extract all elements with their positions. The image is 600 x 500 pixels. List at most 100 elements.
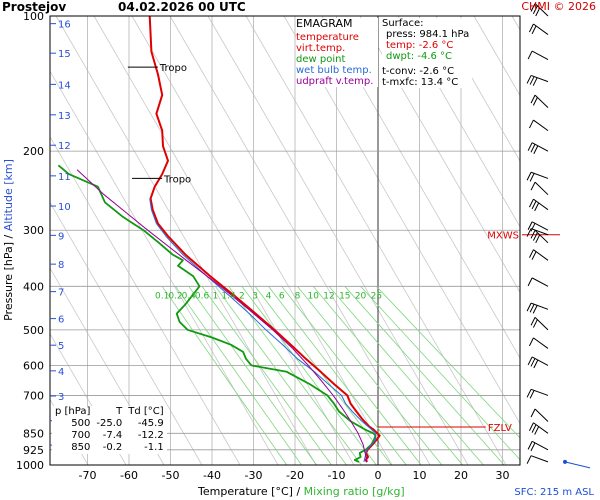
wind-barb xyxy=(527,50,549,60)
cell-td: -12.2 xyxy=(137,430,164,441)
wind-barb-feather xyxy=(528,198,534,208)
wind-barb-staff xyxy=(531,142,549,152)
wind-barb-feather xyxy=(530,358,536,367)
wind-barb xyxy=(526,455,549,464)
altitude-tick-label: 12 xyxy=(58,141,71,152)
table-row: 500 -25.0 -45.9 xyxy=(52,418,167,430)
dry-adiabat xyxy=(55,16,317,465)
pressure-tick-label: 850 xyxy=(23,427,44,440)
pressure-tick-label: 400 xyxy=(23,280,44,293)
surface-wind-dot xyxy=(563,459,567,464)
table-row: 700 -7.4 -12.2 xyxy=(52,430,167,442)
wind-barb-feather xyxy=(526,75,532,84)
wind-barb-feather xyxy=(532,97,538,106)
dry-adiabat xyxy=(207,16,469,465)
wind-barb-feather xyxy=(535,7,541,17)
wind-barb-feather xyxy=(528,119,534,129)
wind-barb-feather xyxy=(527,221,533,231)
wind-barb xyxy=(527,440,549,452)
wind-barb-staff xyxy=(534,3,549,17)
mixing-ratio-label: 25 xyxy=(371,291,382,301)
wind-barb-feather xyxy=(529,76,535,85)
altitude-tick-label: 4 xyxy=(58,367,64,378)
wind-barb xyxy=(526,388,549,399)
mixing-ratio-line xyxy=(201,286,332,465)
wind-barb-staff xyxy=(534,408,549,422)
altitude-tick-label: 10 xyxy=(58,202,71,213)
wind-barb xyxy=(528,249,549,261)
mixing-ratio-label: 8 xyxy=(295,291,301,301)
wind-barb-staff xyxy=(534,316,549,331)
wind-barb xyxy=(527,142,549,154)
wind-barb-feather xyxy=(532,305,538,314)
wind-barb xyxy=(527,221,549,232)
wind-barb-staff xyxy=(530,455,549,463)
tropopause-label: Tropo xyxy=(163,174,191,185)
wind-barb xyxy=(528,198,549,212)
x-tick-label: -40 xyxy=(203,469,221,482)
wind-barb-feather xyxy=(532,77,538,86)
surface-tmxfc: t-mxfc: 13.4 °C xyxy=(382,77,459,88)
plot-frame xyxy=(49,15,521,466)
mixing-ratio-label: 4 xyxy=(266,291,272,301)
mixing-ratio-line xyxy=(312,286,463,465)
dry-adiabat xyxy=(511,16,520,31)
altitude-tick-label: 9 xyxy=(58,231,64,242)
pressure-tick-label: 300 xyxy=(23,224,44,237)
wind-barb xyxy=(528,422,549,435)
wind-barb-feather xyxy=(530,181,536,191)
dry-adiabat xyxy=(397,16,520,228)
wind-barb-feather xyxy=(527,441,533,450)
mixing-ratio-line xyxy=(376,286,520,439)
mixing-ratio-label: 6 xyxy=(279,291,285,301)
y-axis-label: Pressure [hPa] / Altitude [km] xyxy=(2,159,15,321)
wind-barb xyxy=(530,229,549,244)
altitude-tick-label: 14 xyxy=(58,80,71,91)
surface-wind-line xyxy=(564,461,591,469)
wind-barb-feather xyxy=(529,173,535,182)
profile-series xyxy=(57,16,381,463)
dry-adiabat xyxy=(50,267,165,465)
wind-barb xyxy=(526,171,549,182)
wind-barb-feather xyxy=(533,145,539,154)
wind-barb-feather xyxy=(528,422,534,431)
x-axis-mixing-label: Mixing ratio [g/kg] xyxy=(303,485,405,498)
surface-title: Surface: xyxy=(382,18,424,29)
wind-barb-feather xyxy=(526,302,532,312)
pressure-tick-label: 700 xyxy=(23,389,44,402)
wind-barb xyxy=(528,337,549,349)
series-line-udpraft-v-temp- xyxy=(76,169,368,463)
wind-barb-staff xyxy=(531,440,549,451)
wind-barb-staff xyxy=(534,181,549,196)
x-axis-sep: / xyxy=(296,485,301,498)
altitude-tick-label: 7 xyxy=(58,288,64,299)
wind-barb-feather xyxy=(527,356,533,366)
wind-barb xyxy=(530,316,549,331)
altitude-tick-label: 3 xyxy=(58,392,64,403)
altitude-tick-label: 13 xyxy=(58,111,71,122)
wind-barb-feather xyxy=(534,202,540,212)
wind-barb xyxy=(528,23,549,35)
wind-barb-feather xyxy=(530,442,536,452)
wind-barb-feather xyxy=(530,144,536,153)
tropopause-label: Tropo xyxy=(159,63,187,74)
mixing-ratio-label: 3 xyxy=(252,291,258,301)
wind-barb-feather xyxy=(529,304,535,313)
altitude-tick-label: 11 xyxy=(58,172,71,183)
cell-p: 500 xyxy=(71,418,91,429)
x-tick-label: 30 xyxy=(496,469,510,482)
x-tick-label: 0 xyxy=(375,469,382,482)
wind-barb-feather xyxy=(530,223,536,232)
mixing-ratio-line xyxy=(254,286,392,465)
mixing-ratio-label: 2 xyxy=(239,291,245,301)
legend-item-temperature: temperature xyxy=(296,32,359,43)
legend-item-wet-bulb: wet bulb temp. xyxy=(296,65,372,76)
mixing-ratio-line xyxy=(297,286,443,465)
mixing-ratio-label: 20 xyxy=(355,291,367,301)
wind-barb-feather xyxy=(530,3,536,12)
wind-barb-staff xyxy=(534,229,549,244)
wind-barb-feather xyxy=(531,200,537,210)
wind-barb-feather xyxy=(526,455,532,464)
wind-barb-feather xyxy=(527,50,533,60)
